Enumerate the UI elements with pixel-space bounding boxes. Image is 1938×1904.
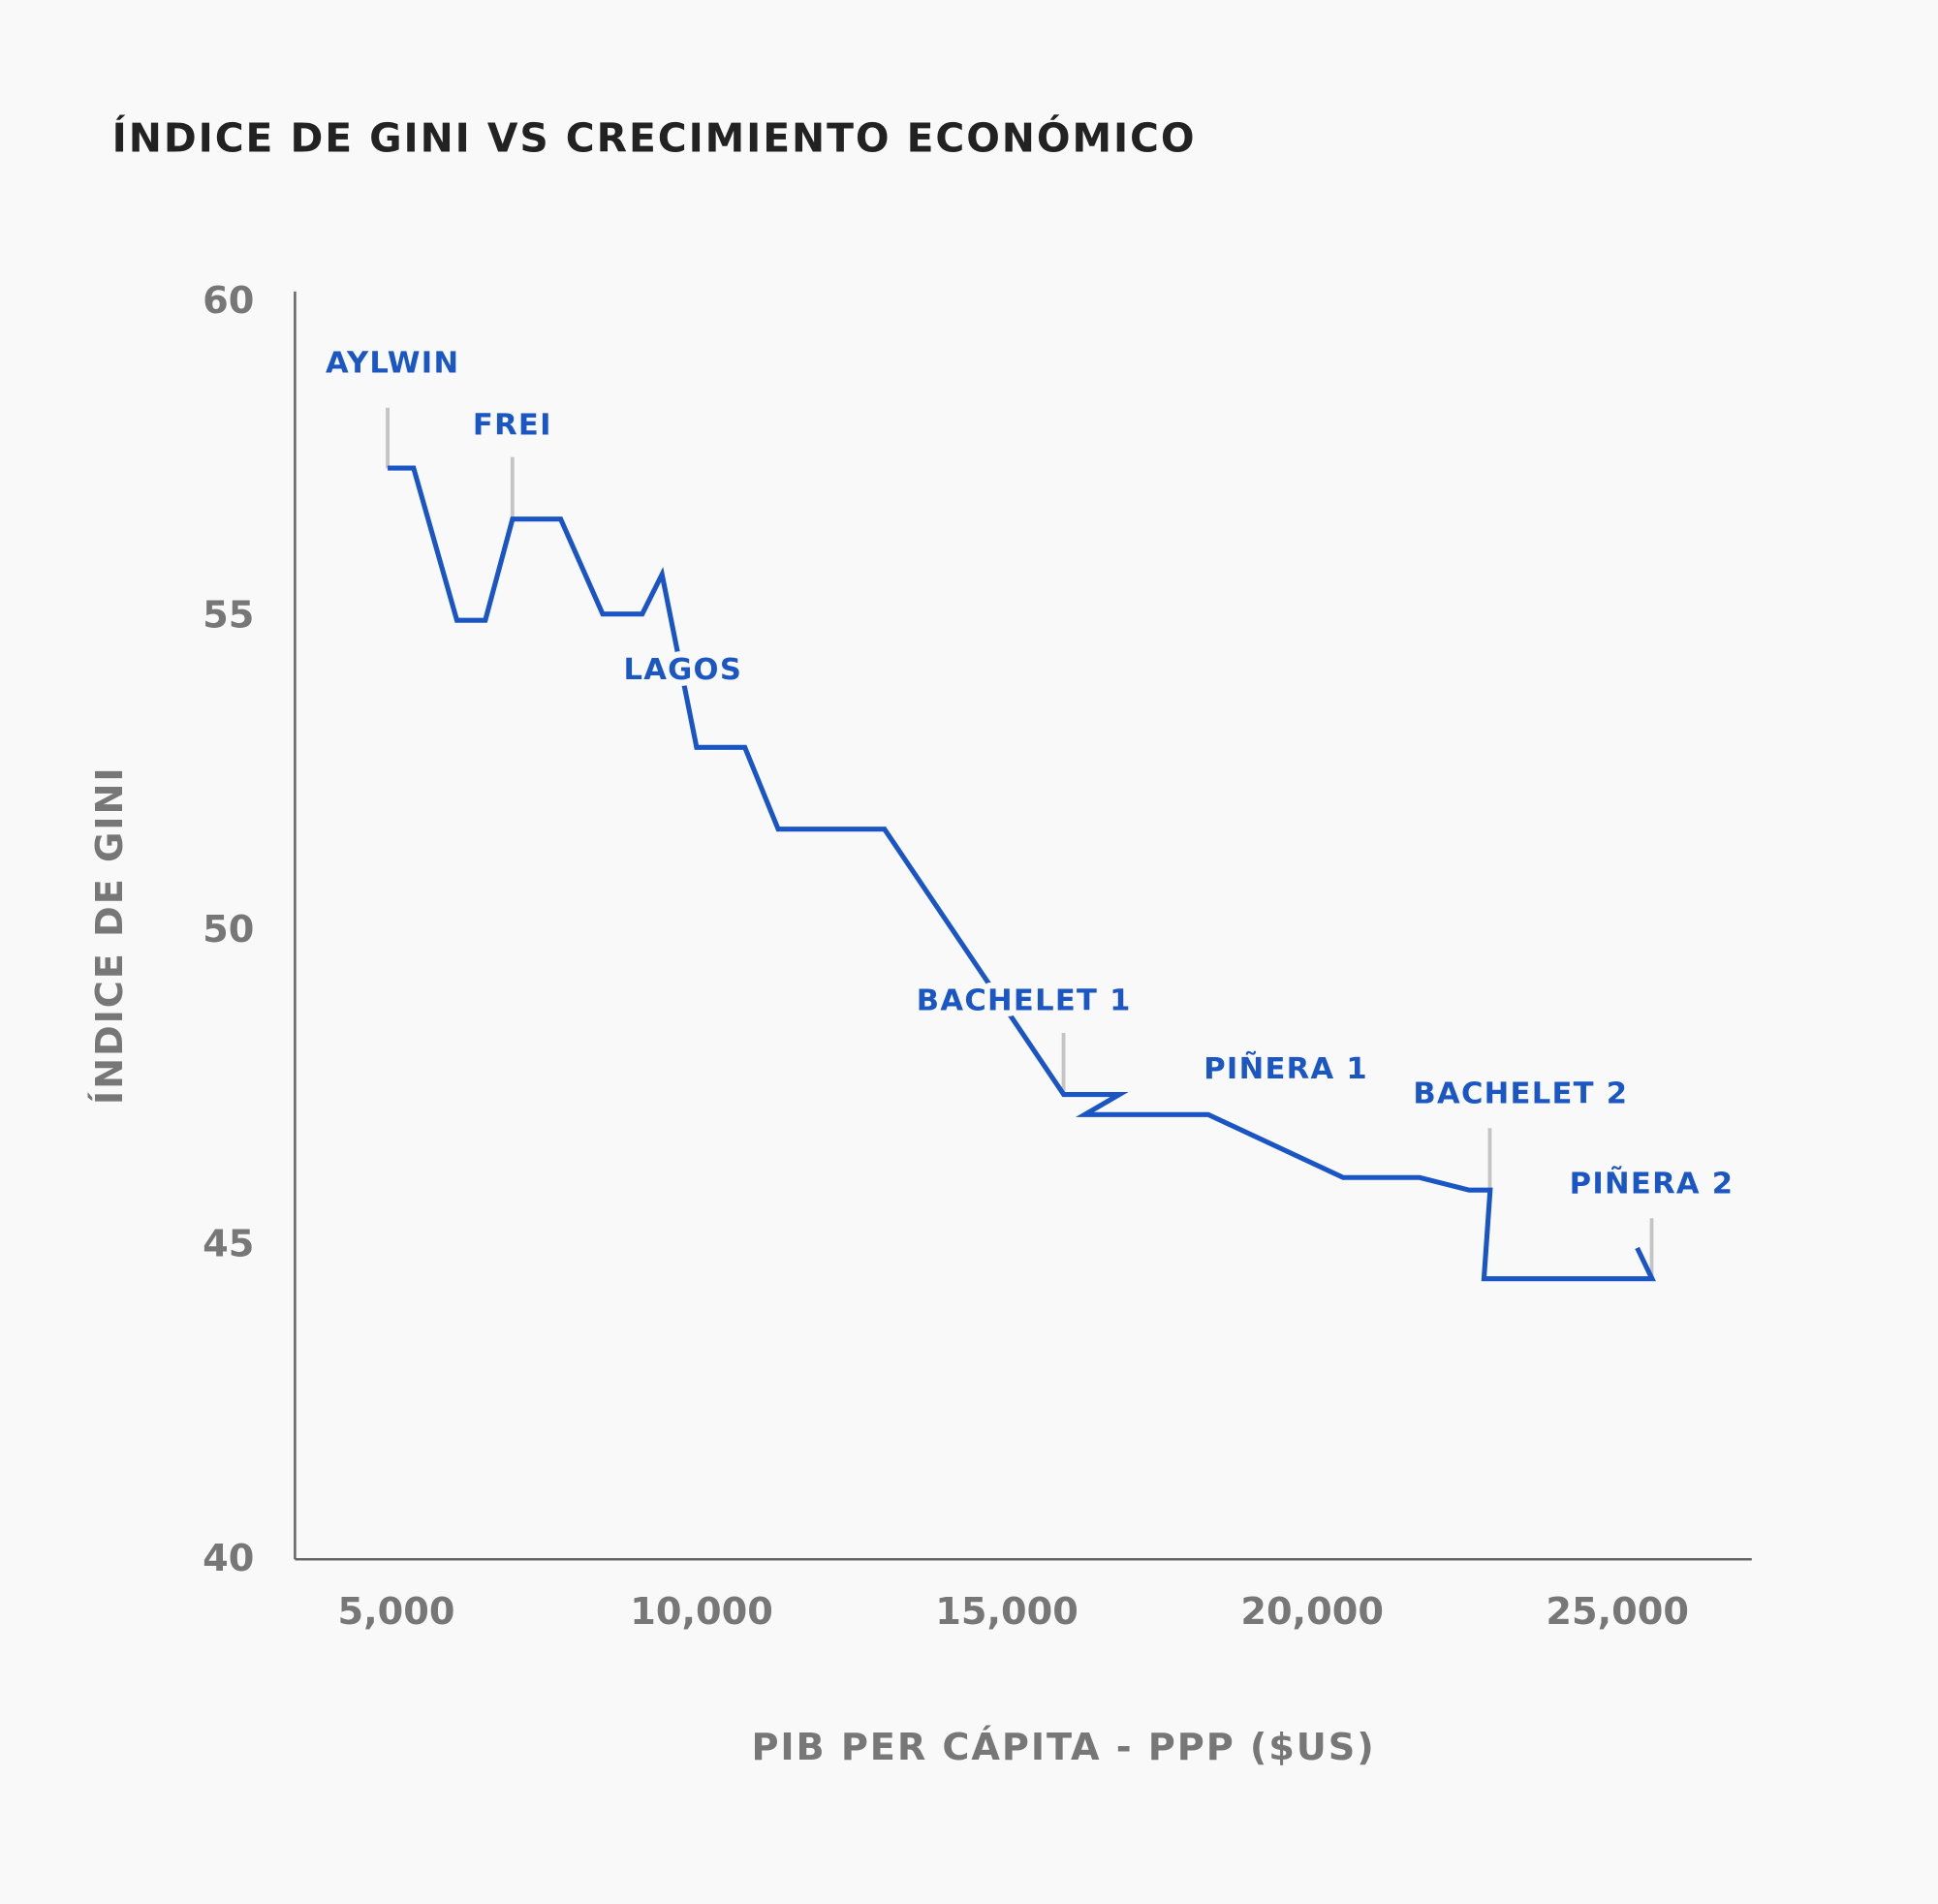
annotation: PIÑERA 2	[1570, 1165, 1735, 1201]
annotation: PIÑERA 1	[1203, 1050, 1368, 1086]
y-tick-label: 60	[203, 279, 254, 323]
x-tick-label: 25,000	[1546, 1590, 1689, 1634]
x-tick-label: 20,000	[1240, 1590, 1384, 1634]
x-tick-label: 10,000	[630, 1590, 773, 1634]
annotation: FREI	[473, 408, 552, 442]
x-tick-label: 15,000	[935, 1590, 1078, 1634]
annotation: BACHELET 2	[1413, 1077, 1628, 1110]
x-axis-label: PIB PER CÁPITA - PPP ($US)	[751, 1724, 1375, 1769]
y-tick-label: 55	[203, 593, 254, 637]
chart-title: ÍNDICE DE GINI VS CRECIMIENTO ECONÓMICO	[112, 114, 1197, 161]
x-tick-label: 5,000	[338, 1590, 455, 1634]
gini-line	[388, 465, 1656, 1282]
annotation: BACHELET 1	[917, 984, 1132, 1018]
y-tick-label: 40	[203, 1537, 254, 1580]
annotation: AYLWIN	[326, 347, 459, 381]
y-tick-label: 50	[203, 908, 254, 952]
annotation: LAGOS	[623, 653, 742, 687]
y-tick-label: 45	[203, 1222, 254, 1265]
y-axis-label: ÍNDICE DE GINI	[86, 765, 132, 1105]
